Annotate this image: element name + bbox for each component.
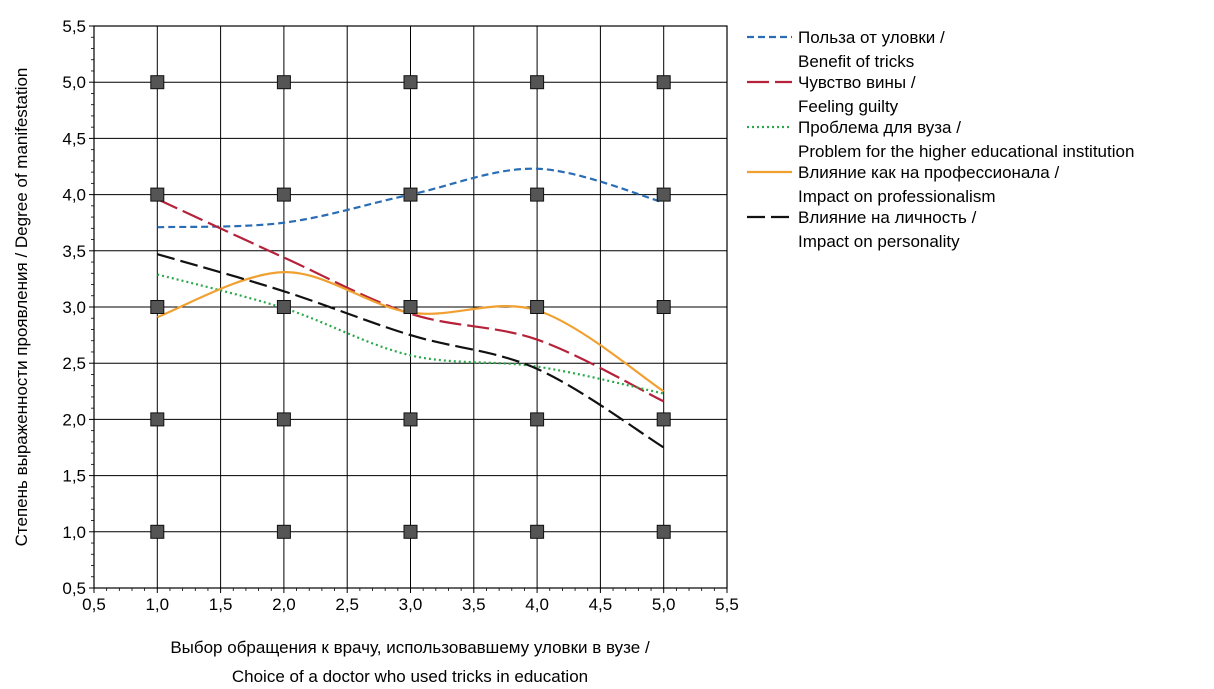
x-tick-label: 3,0 (399, 595, 423, 614)
legend-label-1-en: Benefit of tricks (798, 52, 914, 71)
observation-marker (150, 187, 165, 202)
observation-marker (403, 187, 418, 202)
y-tick-label: 3,5 (62, 242, 86, 261)
legend-label-4-en: Impact on professionalism (798, 187, 995, 206)
observation-marker (403, 412, 418, 427)
observation-marker (656, 75, 671, 90)
x-tick-label: 0,5 (82, 595, 106, 614)
x-axis-label: Выбор обращения к врачу, использовавшему… (170, 638, 650, 686)
y-tick-label: 2,5 (62, 354, 86, 373)
legend-label-5: Влияние на личность / (798, 208, 977, 227)
series-line-2 (156, 198, 665, 403)
observation-marker (530, 300, 545, 314)
x-tick-label: 5,0 (652, 595, 676, 614)
y-tick-label: 1,5 (62, 467, 86, 486)
x-tick-label: 4,0 (525, 595, 549, 614)
legend-label-2-en: Feeling guilty (798, 97, 899, 116)
y-tick-label: 2,0 (62, 410, 86, 429)
observation-marker (403, 524, 418, 539)
observation-marker (150, 300, 165, 314)
legend-label-5-en: Impact on personality (798, 232, 960, 251)
observation-marker (530, 412, 545, 427)
observation-marker (403, 75, 418, 90)
x-tick-label: 2,5 (335, 595, 359, 614)
observation-marker (530, 187, 545, 202)
y-tick-label: 5,5 (62, 17, 86, 36)
observation-marker (530, 75, 545, 90)
legend-label-2: Чувство вины / (798, 73, 916, 92)
observation-marker (276, 412, 291, 427)
observation-marker (656, 524, 671, 539)
x-tick-label: 3,5 (462, 595, 486, 614)
observation-marker (276, 300, 291, 314)
observation-marker (656, 187, 671, 202)
observation-marker (530, 524, 545, 539)
observation-marker (276, 187, 291, 202)
axis-ticks: 0,5 1,0 1,5 2,0 2,5 3,0 3,5 4,0 4,5 5,0 5,5 0,5 1,0 1… (62, 17, 738, 614)
observation-marker (276, 524, 291, 539)
legend-label-3-en: Problem for the higher educational insti… (798, 142, 1134, 161)
observation-marker (150, 75, 165, 90)
x-tick-label: 5,5 (715, 595, 739, 614)
y-tick-label: 4,0 (62, 186, 86, 205)
x-tick-label: 2,0 (272, 595, 296, 614)
y-tick-label: 1,0 (62, 523, 86, 542)
y-tick-label: 3,0 (62, 298, 86, 317)
legend-label-1: Польза от уловки / (798, 28, 945, 47)
x-axis-label-line-1: Выбор обращения к врачу, использовавшему… (170, 638, 650, 657)
series-line-5 (156, 253, 665, 449)
y-axis-label: Степень выраженности проявления / Degree… (12, 68, 31, 547)
y-tick-label: 0,5 (62, 579, 86, 598)
y-tick-label: 5,0 (62, 73, 86, 92)
observation-marker (276, 75, 291, 90)
observation-marker (656, 300, 671, 314)
x-axis-label-line-2: Choice of a doctor who used tricks in ed… (232, 667, 588, 686)
legend: Польза от уловки / Benefit of tricks Чувст… (747, 28, 1134, 251)
x-tick-label: 1,0 (145, 595, 169, 614)
observation-marker (656, 412, 671, 427)
observation-marker (150, 412, 165, 427)
observation-marker (403, 300, 418, 314)
observation-markers (150, 75, 671, 539)
y-tick-label: 4,5 (62, 129, 86, 148)
legend-label-4: Влияние как на профессионала / (798, 163, 1059, 182)
x-tick-label: 1,5 (209, 595, 233, 614)
legend-label-3: Проблема для вуза / (798, 118, 961, 137)
x-tick-label: 4,5 (589, 595, 613, 614)
series-line-3 (157, 273, 664, 395)
observation-marker (150, 524, 165, 539)
